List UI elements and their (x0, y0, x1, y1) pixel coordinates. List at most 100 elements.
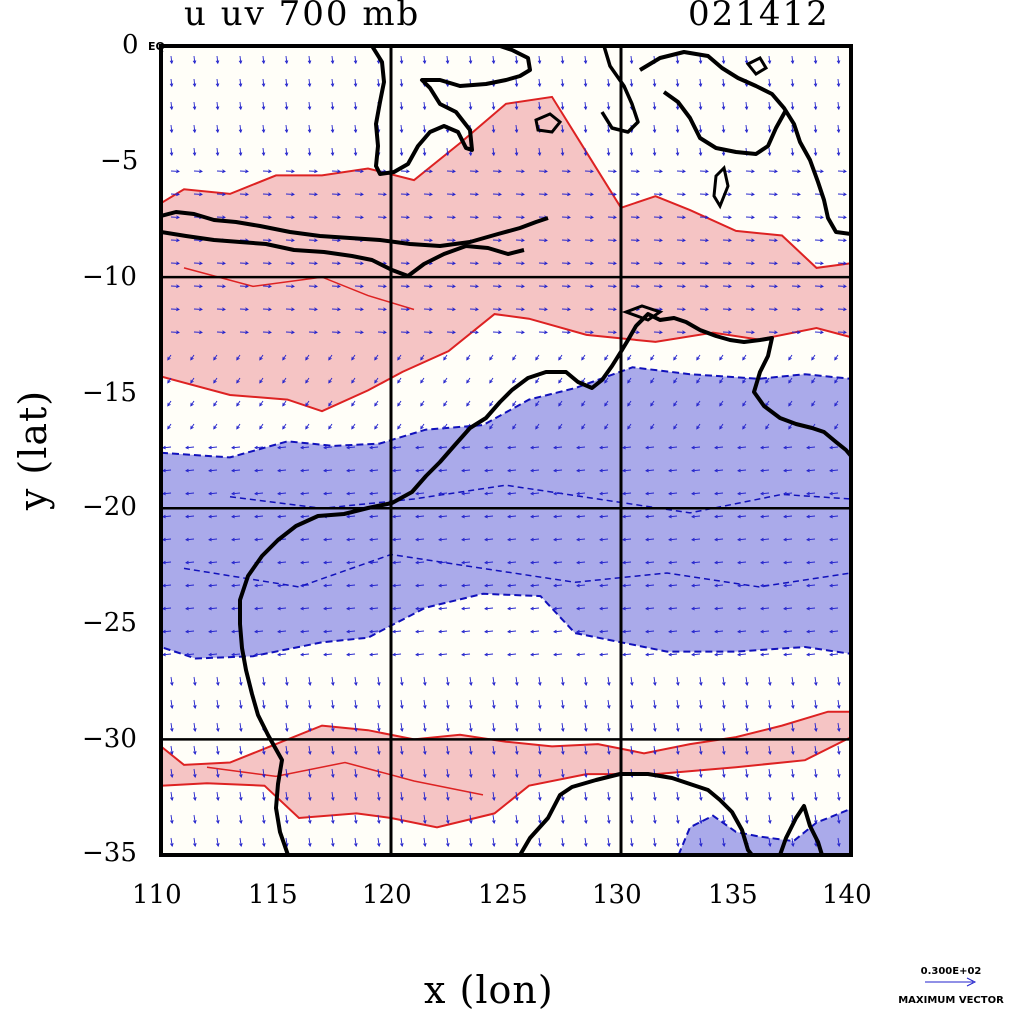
wind-vector (630, 745, 633, 755)
wind-vector-head (392, 629, 396, 634)
coastline-islet-a (534, 112, 563, 134)
wind-vector-head (262, 774, 266, 778)
wind-vector (673, 423, 678, 430)
wind-vector (576, 538, 586, 541)
title-date: 021412 (688, 0, 830, 34)
wind-vector (837, 768, 840, 778)
negative-inner-contour (183, 553, 851, 588)
wind-vector-head (820, 261, 824, 266)
wind-vector-head (239, 774, 243, 778)
wind-vector (627, 377, 632, 384)
wind-vector-head (837, 682, 841, 686)
wind-vector (208, 584, 218, 587)
wind-vector (561, 78, 564, 87)
wind-vector-head (213, 356, 217, 361)
wind-vector-head (392, 445, 396, 450)
wind-vector-head (415, 514, 419, 519)
wind-vector-head (185, 514, 189, 519)
wind-vector (236, 423, 241, 430)
wind-vector-head (699, 843, 703, 847)
wind-vector (438, 538, 448, 541)
wind-vector-head (806, 537, 810, 542)
wind-vector-head (208, 468, 212, 473)
wind-vector (443, 377, 448, 384)
wind-vector (415, 469, 425, 472)
wind-vector-head (484, 560, 488, 565)
wind-vector (714, 561, 724, 564)
wind-vector-head (469, 820, 473, 824)
wind-vector (714, 607, 724, 610)
x-axis-label: x (lon) (424, 968, 554, 1012)
wind-vector (699, 147, 702, 156)
wind-vector-head (737, 606, 741, 611)
wind-vector-head (699, 820, 703, 824)
wind-vector (231, 561, 241, 564)
wind-vector-head (231, 445, 235, 450)
wind-vector-head (682, 307, 686, 312)
wind-vector (300, 630, 310, 633)
wind-vector (791, 124, 794, 133)
wind-vector-head (714, 560, 718, 565)
wind-vector-head (215, 106, 220, 111)
wind-vector (397, 400, 402, 407)
wind-vector-head (277, 491, 281, 496)
wind-vector (768, 147, 771, 156)
wind-vector-head (308, 774, 312, 778)
wind-vector (193, 147, 196, 156)
wind-vector-head (377, 682, 381, 686)
wind-vector-head (537, 83, 542, 88)
wind-vector-head (722, 705, 726, 709)
wind-vector (760, 492, 770, 495)
wind-vector (791, 676, 794, 686)
wind-vector-head (535, 379, 539, 384)
wind-vector-head (737, 583, 741, 588)
wind-vector (162, 515, 172, 518)
wind-vector (423, 722, 426, 732)
wind-vector (837, 814, 840, 824)
wind-vector-head (659, 192, 663, 197)
wind-vector-head (282, 402, 286, 407)
wind-vector-head (176, 192, 180, 197)
wind-vector (351, 400, 356, 407)
wind-vector-head (806, 560, 810, 565)
wind-vector (696, 377, 701, 384)
wind-vector-head (774, 169, 778, 174)
wind-vector-head (538, 843, 542, 847)
wind-vector-head (515, 843, 519, 847)
wind-vector (305, 400, 310, 407)
wind-vector (553, 515, 563, 518)
wind-vector-head (314, 284, 318, 289)
wind-vector (584, 722, 587, 732)
wind-vector-head (760, 560, 764, 565)
wind-vector-head (820, 284, 824, 289)
wind-vector (745, 101, 748, 110)
wind-vector (829, 607, 839, 610)
wind-vector-head (208, 606, 212, 611)
wind-vector (262, 78, 265, 87)
wind-vector (607, 722, 610, 732)
wind-vector (305, 423, 310, 430)
wind-vector (791, 55, 794, 64)
wind-vector-head (719, 379, 723, 384)
wind-vector-head (192, 129, 197, 134)
wind-vector (622, 492, 632, 495)
wind-vector (308, 147, 311, 156)
wind-vector-head (268, 284, 272, 289)
wind-vector (576, 561, 586, 564)
wind-vector (400, 124, 403, 133)
wind-vector-head (797, 238, 801, 243)
wind-vector (346, 584, 356, 587)
wind-vector (576, 469, 586, 472)
wind-vector-head (553, 491, 557, 496)
wind-vector-head (783, 491, 787, 496)
wind-vector-head (369, 652, 373, 657)
wind-vector (829, 515, 839, 518)
wind-vector-head (284, 83, 289, 88)
wind-vector (806, 561, 816, 564)
wind-vector-head (719, 356, 723, 361)
wind-vector-head (208, 514, 212, 519)
wind-vector (346, 607, 356, 610)
coastline-tasmania-edge (778, 804, 824, 855)
wind-vector-head (170, 820, 174, 824)
wind-vector-head (323, 606, 327, 611)
